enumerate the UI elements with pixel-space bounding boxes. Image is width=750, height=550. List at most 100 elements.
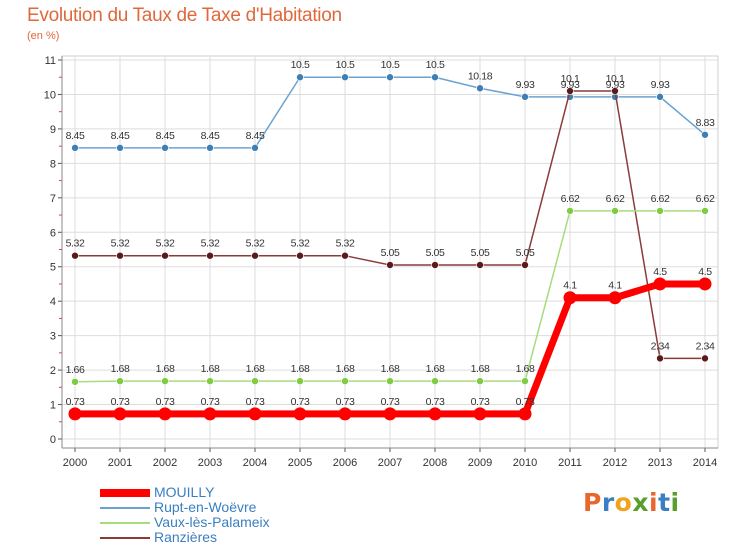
data-label-vaux-les-palameix: 1.68 [336, 363, 355, 375]
y-tick-label: 2 [50, 365, 56, 377]
data-point-vaux-les-palameix [341, 377, 349, 385]
data-point-mouilly [518, 407, 532, 421]
data-label-rupt-en-woevre: 8.45 [156, 130, 175, 142]
legend-swatch [100, 489, 150, 497]
x-tick-label: 2002 [153, 457, 177, 469]
x-tick-label: 2009 [468, 457, 492, 469]
data-label-mouilly: 0.73 [426, 396, 445, 408]
data-point-vaux-les-palameix [476, 377, 484, 385]
data-point-ranzieres [386, 261, 394, 269]
data-label-ranzieres: 2.34 [651, 340, 670, 352]
data-label-mouilly: 0.73 [66, 396, 85, 408]
data-label-rupt-en-woevre: 9.93 [651, 79, 670, 91]
data-point-mouilly [698, 277, 712, 291]
data-label-rupt-en-woevre: 10.5 [336, 59, 355, 71]
data-point-rupt-en-woevre [521, 93, 529, 101]
data-label-rupt-en-woevre: 10.5 [381, 59, 400, 71]
data-point-rupt-en-woevre [71, 144, 79, 152]
data-label-ranzieres: 10.1 [561, 73, 580, 85]
data-point-mouilly [428, 407, 442, 421]
data-point-mouilly [473, 407, 487, 421]
data-label-vaux-les-palameix: 1.68 [111, 363, 130, 375]
data-label-ranzieres: 5.32 [201, 238, 220, 250]
x-tick-label: 2005 [288, 457, 312, 469]
data-label-mouilly: 4.5 [698, 266, 712, 278]
data-point-ranzieres [341, 251, 349, 260]
data-label-mouilly: 4.5 [653, 266, 667, 278]
chart-subtitle: (en %) [27, 30, 60, 42]
y-tick-label: 8 [50, 158, 56, 170]
y-tick-label: 5 [50, 262, 56, 274]
data-point-ranzieres [296, 251, 304, 260]
data-label-mouilly: 4.1 [563, 280, 577, 292]
data-label-rupt-en-woevre: 8.45 [111, 130, 130, 142]
data-label-rupt-en-woevre: 9.93 [516, 79, 535, 91]
data-label-mouilly: 0.73 [156, 396, 175, 408]
x-tick-label: 2003 [198, 457, 222, 469]
x-tick-label: 2008 [423, 457, 447, 469]
y-tick-label: 10 [44, 89, 56, 101]
data-label-ranzieres: 5.32 [336, 238, 355, 250]
data-point-vaux-les-palameix [566, 207, 574, 215]
data-point-mouilly [608, 291, 622, 305]
y-tick-label: 0 [50, 434, 56, 446]
data-point-mouilly [383, 407, 397, 421]
y-tick-label: 9 [50, 124, 56, 136]
logo-letter: r [601, 488, 615, 517]
data-label-ranzieres: 5.32 [111, 238, 130, 250]
data-label-mouilly: 0.73 [111, 396, 130, 408]
data-label-vaux-les-palameix: 6.62 [696, 193, 715, 205]
data-point-mouilly [653, 277, 667, 291]
y-tick-label: 4 [50, 296, 56, 308]
data-point-vaux-les-palameix [386, 377, 394, 385]
proxiti-logo: Proxiti [583, 488, 680, 517]
data-point-ranzieres [116, 251, 124, 260]
legend-label: Vaux-lès-Palameix [154, 514, 270, 530]
legend-label: MOUILLY [154, 484, 215, 500]
data-point-ranzieres [611, 87, 619, 95]
x-tick-label: 2010 [513, 457, 537, 469]
y-tick-label: 11 [45, 55, 56, 67]
data-label-rupt-en-woevre: 9.93 [606, 79, 625, 91]
data-label-ranzieres: 5.32 [291, 238, 310, 250]
data-label-rupt-en-woevre: 8.45 [201, 130, 220, 142]
data-label-rupt-en-woevre: 9.93 [561, 79, 580, 91]
data-point-ranzieres [431, 261, 439, 269]
data-point-ranzieres [71, 251, 79, 260]
data-point-rupt-en-woevre [206, 144, 214, 152]
data-label-rupt-en-woevre: 10.5 [426, 59, 445, 71]
data-point-rupt-en-woevre [116, 144, 124, 152]
data-point-rupt-en-woevre [656, 93, 664, 101]
data-point-rupt-en-woevre [476, 84, 484, 93]
x-tick-label: 2012 [603, 457, 627, 469]
data-point-rupt-en-woevre [251, 144, 259, 152]
data-point-vaux-les-palameix [701, 207, 709, 215]
data-point-rupt-en-woevre [296, 73, 304, 82]
legend-label: Rupt-en-Woëvre [154, 499, 257, 515]
y-tick-label: 6 [50, 227, 56, 239]
data-label-vaux-les-palameix: 1.66 [66, 364, 85, 376]
data-point-rupt-en-woevre [161, 144, 169, 152]
data-point-rupt-en-woevre [341, 73, 349, 82]
data-point-vaux-les-palameix [251, 377, 259, 385]
chart-title: Evolution du Taux de Taxe d'Habitation [27, 5, 342, 26]
data-label-mouilly: 0.73 [246, 396, 265, 408]
logo-letter: o [614, 488, 633, 517]
data-point-ranzieres [656, 354, 664, 363]
data-point-vaux-les-palameix [161, 377, 169, 385]
data-point-vaux-les-palameix [116, 377, 124, 385]
x-tick-label: 2004 [243, 457, 267, 469]
data-label-ranzieres: 5.32 [246, 238, 265, 250]
data-label-vaux-les-palameix: 6.62 [651, 193, 670, 205]
data-point-vaux-les-palameix [431, 377, 439, 385]
data-point-ranzieres [701, 354, 709, 363]
data-label-mouilly: 0.73 [291, 396, 310, 408]
data-label-mouilly: 0.73 [381, 396, 400, 408]
y-tick-label: 7 [50, 193, 56, 205]
x-tick-label: 2014 [693, 457, 717, 469]
data-point-ranzieres [251, 251, 259, 260]
data-label-vaux-les-palameix: 1.68 [201, 363, 220, 375]
x-tick-label: 2013 [648, 457, 672, 469]
data-label-vaux-les-palameix: 1.68 [381, 363, 400, 375]
